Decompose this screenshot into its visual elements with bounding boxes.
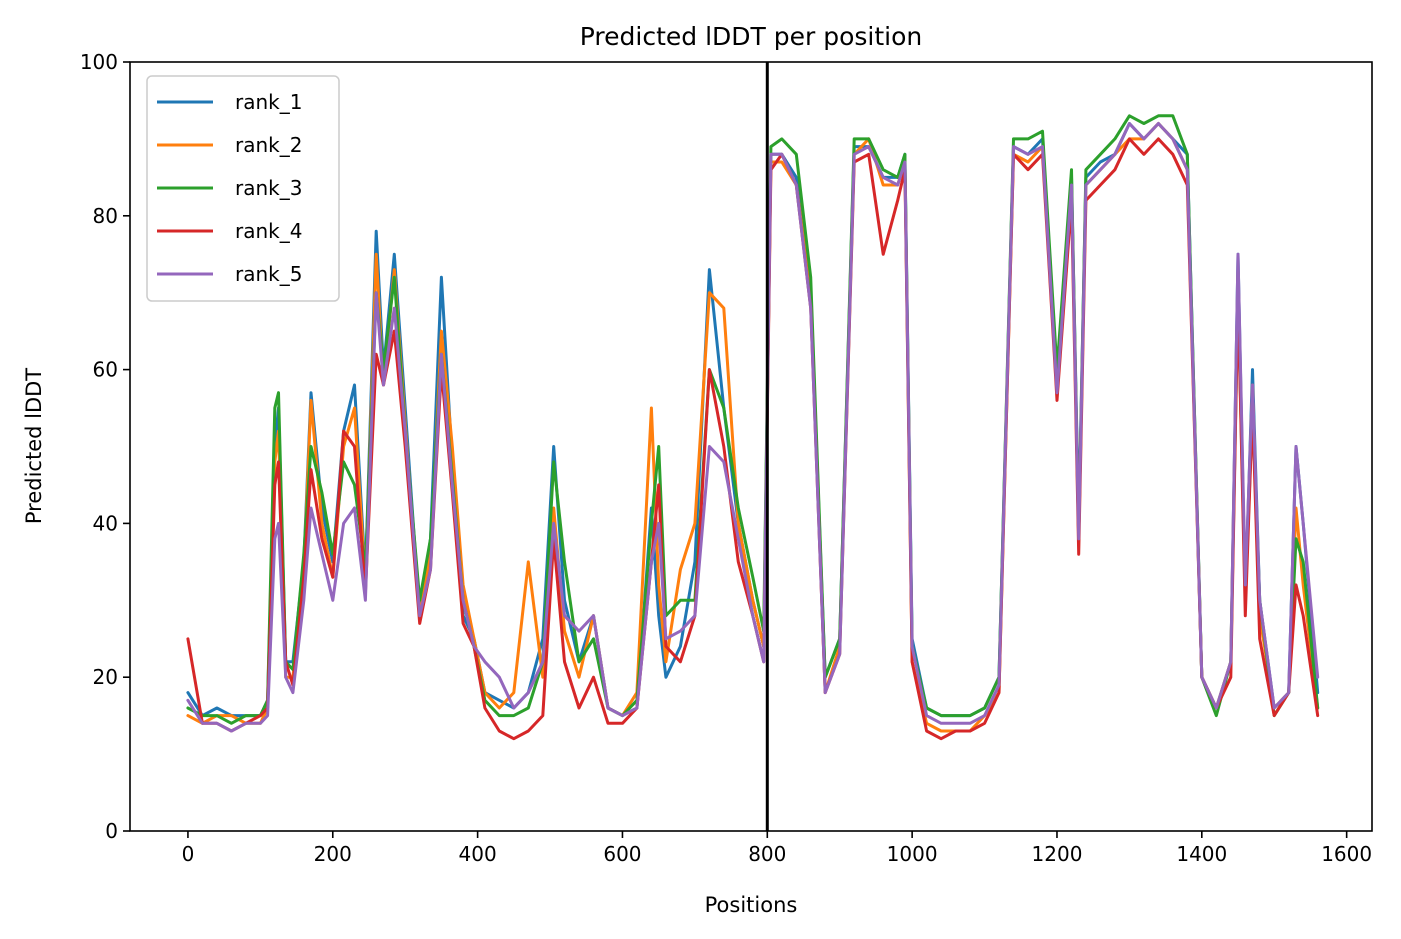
y-tick-label: 80 — [93, 204, 118, 228]
y-axis-label: Predicted lDDT — [22, 368, 46, 524]
legend: rank_1 rank_2 rank_3 rank_4 rank_5 — [146, 75, 340, 302]
y-tick-label: 20 — [93, 665, 118, 689]
x-tick-label: 800 — [748, 842, 786, 866]
x-tick-label: 1400 — [1176, 842, 1227, 866]
y-tick-label: 40 — [93, 511, 118, 535]
axes: 0 200 400 600 800 1000 1200 1400 1600 0 20 40 60 80 10… — [80, 50, 1373, 866]
legend-label-rank-2: rank_2 — [235, 133, 302, 157]
y-tick-label: 100 — [80, 50, 118, 74]
legend-box — [146, 75, 340, 302]
x-axis-label: Positions — [705, 893, 798, 917]
x-tick-label: 1600 — [1321, 842, 1372, 866]
y-tick-label: 0 — [105, 819, 118, 843]
x-tick-label: 1200 — [1032, 842, 1083, 866]
series-line-rank-5 — [186, 122, 1320, 733]
series-line-rank-3 — [186, 114, 1320, 725]
legend-label-rank-1: rank_1 — [235, 90, 302, 114]
y-tick-label: 60 — [93, 358, 118, 382]
series-line-rank-1 — [186, 122, 1320, 718]
series-lines — [186, 114, 1320, 741]
x-tick-label: 600 — [603, 842, 641, 866]
plot-frame — [129, 61, 1373, 832]
series-line-rank-2 — [186, 122, 1320, 733]
legend-label-rank-3: rank_3 — [235, 176, 302, 200]
x-tick-label: 200 — [314, 842, 352, 866]
x-tick-label: 400 — [459, 842, 497, 866]
x-tick-label: 1000 — [887, 842, 938, 866]
x-tick-label: 0 — [182, 842, 195, 866]
plot-area — [186, 62, 1320, 831]
legend-label-rank-5: rank_5 — [235, 262, 302, 286]
chart-title: Predicted lDDT per position — [580, 22, 922, 51]
legend-label-rank-4: rank_4 — [235, 219, 302, 243]
